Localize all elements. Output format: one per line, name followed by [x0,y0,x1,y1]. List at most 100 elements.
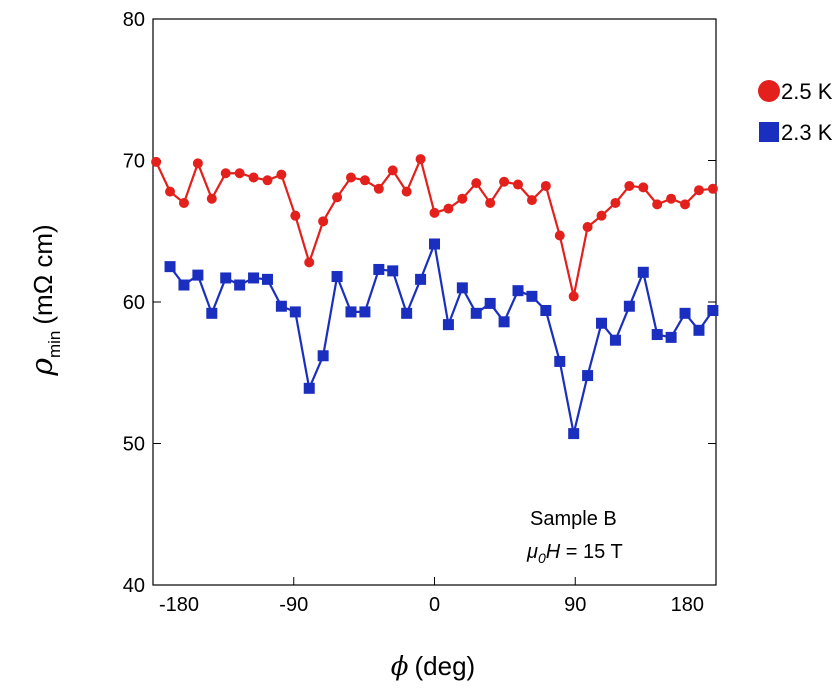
y-label-unit: (mΩ cm) [28,224,58,324]
marker [471,178,482,189]
x-tick-label: -90 [279,594,308,616]
y-tick-label: 60 [123,292,145,314]
series-line [169,239,714,434]
marker [498,316,510,328]
annotation-symbol: μ [526,541,538,563]
marker [651,329,663,341]
x-label-unit: (deg) [415,651,476,681]
y-tick-label: 70 [123,151,145,173]
marker [304,257,315,268]
annotation-field: H [546,541,561,563]
legend-label: 2.3 K [781,120,833,145]
marker [276,169,287,180]
x-tick-label: 90 [564,594,586,616]
marker [387,165,398,176]
marker [401,307,413,319]
marker [317,350,329,362]
marker [248,272,260,284]
x-label-symbol: ϕ [391,652,409,682]
marker [359,306,371,318]
marker [652,199,663,210]
marker [596,210,607,221]
marker [178,197,189,208]
marker [540,304,552,316]
marker [164,261,176,273]
legend-marker [758,80,780,102]
marker [470,307,482,319]
x-axis-label: ϕ (deg) [391,651,475,682]
marker [303,382,315,394]
annotation-line1: Sample B [530,508,617,530]
marker [665,331,677,343]
marker [387,265,399,277]
legend-marker [759,122,779,142]
marker [526,195,537,206]
marker [526,290,538,302]
marker [248,172,259,183]
marker [637,266,649,278]
marker [456,282,468,294]
marker [373,183,384,194]
marker [261,273,273,285]
marker [151,156,162,167]
annotation-rest: = 15 T [560,541,622,563]
marker [638,182,649,193]
x-tick-label: -180 [159,594,199,616]
marker [693,185,704,196]
marker [290,210,301,221]
marker [554,230,565,241]
marker [443,203,454,214]
y-tick-label: 80 [123,9,145,31]
marker [707,183,718,194]
marker [262,175,273,186]
legend-label: 2.5 K [781,79,833,104]
series-line [155,155,713,297]
marker [680,199,691,210]
y-label-symbol: ρ [25,358,60,377]
marker [192,269,204,281]
marker [582,370,594,382]
marker [707,304,719,316]
marker [206,307,218,319]
marker [359,175,370,186]
marker [220,272,232,284]
marker [457,193,468,204]
marker [373,263,385,275]
marker [484,297,496,309]
marker [332,192,343,203]
marker [554,355,566,367]
x-tick-label: 0 [429,594,440,616]
marker [693,324,705,336]
y-label-subscript: min [45,331,64,358]
marker [415,154,426,165]
marker [331,271,343,283]
marker [206,193,217,204]
marker [485,197,496,208]
marker [623,300,635,312]
marker [165,186,176,197]
marker [234,168,245,179]
marker [429,238,440,250]
marker [499,176,510,187]
marker [582,222,593,233]
marker [540,180,551,191]
marker [429,207,440,218]
marker [596,317,608,329]
annotation-line2: μ0H = 15 T [526,541,623,566]
marker [568,428,580,440]
annotation-subscript: 0 [538,550,546,566]
marker [442,319,454,331]
marker [568,291,579,302]
marker [220,168,231,179]
marker [624,180,635,191]
marker [609,334,621,346]
marker [275,300,287,312]
marker [415,273,427,285]
marker [401,186,412,197]
y-tick-label: 40 [123,575,145,597]
y-tick-label: 50 [123,434,145,456]
marker [345,306,357,318]
marker [610,197,621,208]
marker [178,279,190,291]
